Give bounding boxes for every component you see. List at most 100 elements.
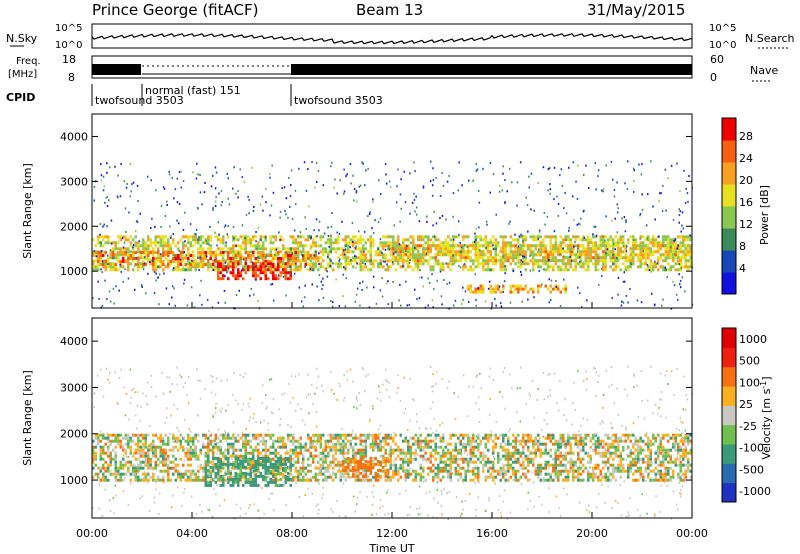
heatmap-cell [179,256,182,260]
station-title: Prince George (fitACF) [92,1,258,19]
heatmap-cell [687,238,690,242]
heatmap-cell [309,268,312,271]
heatmap-cell [164,244,167,248]
heatmap-cell [192,235,195,239]
heatmap-cell [144,257,147,260]
heatmap-cell [279,257,282,260]
heatmap-cell [169,466,172,470]
heatmap-cell [237,256,240,260]
heatmap-cell [664,235,667,239]
heatmap-cell [164,235,167,239]
heatmap-cell [232,259,235,263]
heatmap-cell [119,466,122,470]
heatmap-cell [99,478,102,482]
heatmap-cell [452,454,455,458]
heatmap-cell [389,244,392,248]
heatmap-cell [104,201,106,204]
heatmap-cell [319,235,322,239]
heatmap-cell [402,238,405,242]
heatmap-cell [661,304,663,307]
heatmap-cell [629,253,632,257]
heatmap-cell [454,433,457,437]
heatmap-cell [640,173,643,176]
heatmap-cell [532,250,535,254]
heatmap-cell [479,235,482,239]
heatmap-cell [674,262,677,266]
heatmap-cell [221,200,223,203]
heatmap-cell [297,457,300,461]
heatmap-cell [192,260,195,263]
heatmap-cell [124,268,126,271]
heatmap-cell [117,256,120,260]
heatmap-cell [174,257,177,260]
heatmap-cell [434,235,437,239]
heatmap-cell [224,244,227,248]
heatmap-cell [684,256,687,260]
heatmap-cell [322,184,324,187]
heatmap-cell [547,168,550,171]
heatmap-cell [152,241,155,245]
heatmap-cell [437,472,440,476]
heatmap-cell [329,235,332,239]
heatmap-cell [192,448,195,452]
heatmap-cell [134,442,137,446]
heatmap-cell [514,445,517,449]
heatmap-cell [457,469,460,473]
heatmap-cell [474,460,477,464]
heatmap-cell [514,287,517,291]
heatmap-cell [537,248,540,251]
heatmap-cell [486,223,488,226]
heatmap-cell [279,445,282,449]
heatmap-cell [182,180,185,182]
heatmap-cell [254,274,257,278]
heatmap-cell [454,466,457,470]
heatmap-cell [229,445,232,449]
heatmap-cell [354,436,357,440]
heatmap-cell [217,436,220,440]
heatmap-cell [314,265,317,269]
heatmap-cell [397,262,400,266]
heatmap-cell [162,247,165,251]
heatmap-cell [397,259,400,263]
heatmap-cell [227,445,230,449]
heatmap-cell [498,190,501,193]
heatmap-cell [129,250,132,254]
heatmap-cell [527,460,530,464]
heatmap-cell [153,292,156,295]
heatmap-cell [522,255,524,258]
heatmap-cell [520,233,522,236]
heatmap-cell [312,257,315,260]
heatmap-cell [312,457,315,461]
heatmap-cell [142,448,145,452]
heatmap-cell [622,245,625,248]
heatmap-cell [137,244,140,248]
heatmap-cell [484,253,487,257]
heatmap-cell [307,436,310,440]
heatmap-cell [427,241,430,245]
heatmap-cell [427,433,430,437]
heatmap-cell [232,451,235,455]
heatmap-cell [477,241,480,245]
heatmap-cell [504,469,507,473]
heatmap-cell [457,463,460,467]
heatmap-cell [417,244,420,248]
heatmap-cell [607,238,610,242]
heatmap-cell [649,262,652,266]
heatmap-cell [254,260,257,263]
heatmap-cell [99,466,102,470]
heatmap-cell [592,262,595,266]
heatmap-cell [632,244,635,248]
heatmap-cell [262,262,265,266]
heatmap-cell [484,238,487,242]
heatmap-cell [547,253,550,257]
heatmap-cell [94,457,97,461]
heatmap-cell [339,179,341,182]
heatmap-cell [555,286,558,288]
heatmap-cell [224,478,227,482]
heatmap-cell [173,287,175,290]
heatmap-cell [489,238,492,242]
heatmap-cell [147,244,150,248]
heatmap-cell [152,265,155,269]
heatmap-cell [229,247,232,251]
heatmap-cell [332,433,335,437]
